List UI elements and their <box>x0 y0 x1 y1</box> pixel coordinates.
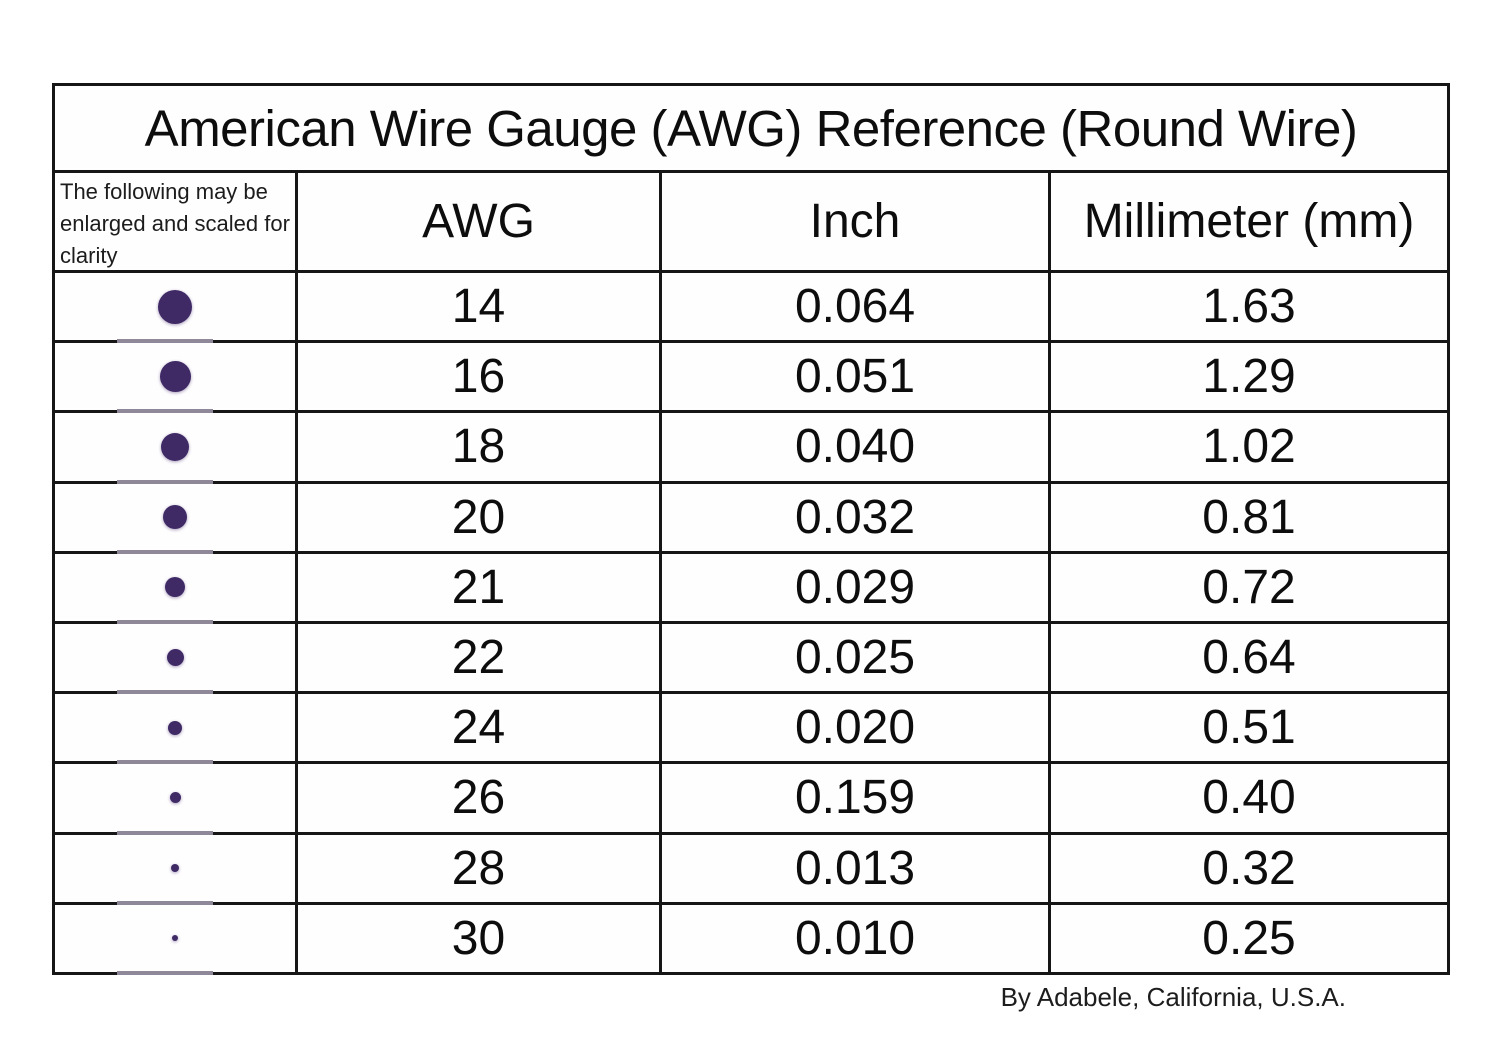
inch-value-cell: 0.025 <box>659 620 1048 692</box>
wire-size-dot-cell <box>55 831 295 905</box>
mm-value-cell: 0.51 <box>1048 691 1447 762</box>
mm-value-cell: 0.32 <box>1048 831 1447 902</box>
wire-size-dot-cell <box>55 620 295 695</box>
dot-underline <box>117 900 214 905</box>
wire-dot-icon <box>169 792 181 804</box>
dot-underline <box>117 479 214 484</box>
inch-value-cell: 0.159 <box>659 761 1048 832</box>
column-header-mm: Millimeter (mm) <box>1048 170 1447 270</box>
table-note: The following may be enlarged and scaled… <box>55 170 295 270</box>
wire-size-dot-cell <box>55 761 295 835</box>
wire-dot-icon <box>165 577 185 598</box>
inch-value-cell: 0.032 <box>659 480 1048 551</box>
awg-value-cell: 24 <box>295 691 659 762</box>
table-title: American Wire Gauge (AWG) Reference (Rou… <box>55 86 1447 170</box>
wire-dot-icon <box>161 432 189 461</box>
inch-value-cell: 0.064 <box>659 270 1048 341</box>
awg-value-cell: 20 <box>295 480 659 551</box>
wire-dot-icon <box>171 864 179 873</box>
awg-value-cell: 22 <box>295 620 659 692</box>
wire-dot-icon <box>163 505 187 530</box>
awg-value-cell: 26 <box>295 761 659 832</box>
wire-dot-icon <box>166 649 184 667</box>
dot-underline <box>117 619 214 624</box>
mm-value-cell: 0.25 <box>1048 901 1447 972</box>
mm-value-cell: 0.72 <box>1048 550 1447 621</box>
wire-size-dot-cell <box>55 901 295 975</box>
dot-underline <box>117 409 214 414</box>
wire-dot-icon <box>172 935 178 942</box>
awg-value-cell: 21 <box>295 550 659 621</box>
wire-size-dot-cell <box>55 480 295 554</box>
wire-size-dot-cell <box>55 410 295 484</box>
mm-value-cell: 1.63 <box>1048 270 1447 341</box>
awg-value-cell: 14 <box>295 270 659 341</box>
inch-value-cell: 0.051 <box>659 340 1048 411</box>
wire-size-dot-cell <box>55 270 295 344</box>
dot-underline <box>117 690 214 695</box>
wire-dot-icon <box>168 720 182 735</box>
awg-value-cell: 30 <box>295 901 659 972</box>
column-header-inch: Inch <box>659 170 1048 270</box>
inch-value-cell: 0.040 <box>659 410 1048 481</box>
dot-underline <box>117 549 214 554</box>
dot-underline <box>117 830 214 835</box>
dot-underline <box>117 760 214 765</box>
inch-value-cell: 0.029 <box>659 550 1048 621</box>
mm-value-cell: 0.40 <box>1048 761 1447 832</box>
wire-size-dot-cell <box>55 550 295 624</box>
inch-value-cell: 0.010 <box>659 901 1048 972</box>
wire-size-dot-cell <box>55 340 295 414</box>
mm-value-cell: 1.29 <box>1048 340 1447 411</box>
column-header-awg: AWG <box>295 170 659 270</box>
wire-dot-icon <box>158 289 192 324</box>
awg-value-cell: 28 <box>295 831 659 902</box>
awg-reference-table: American Wire Gauge (AWG) Reference (Rou… <box>52 83 1450 975</box>
mm-value-cell: 0.64 <box>1048 620 1447 692</box>
awg-value-cell: 16 <box>295 340 659 411</box>
awg-value-cell: 18 <box>295 410 659 481</box>
mm-value-cell: 1.02 <box>1048 410 1447 481</box>
inch-value-cell: 0.020 <box>659 691 1048 762</box>
mm-value-cell: 0.81 <box>1048 480 1447 551</box>
wire-size-dot-cell <box>55 691 295 765</box>
inch-value-cell: 0.013 <box>659 831 1048 902</box>
wire-dot-icon <box>159 361 191 393</box>
dot-underline <box>117 970 214 975</box>
dot-underline <box>117 339 214 344</box>
attribution-text: By Adabele, California, U.S.A. <box>1000 982 1346 1012</box>
